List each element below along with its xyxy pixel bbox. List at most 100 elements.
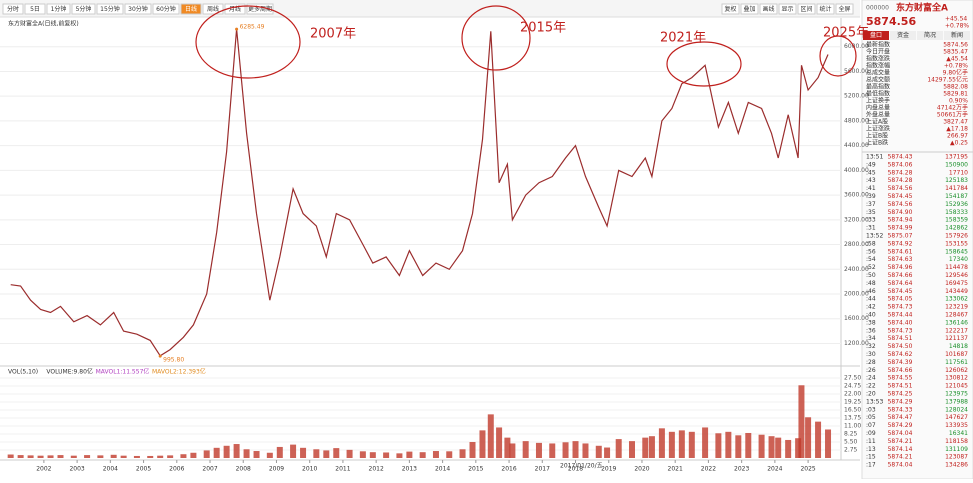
tick-volume: 150900 xyxy=(945,161,968,168)
y-tick-label: 1200.00 xyxy=(844,340,869,347)
x-tick-label: 2021 xyxy=(668,466,683,473)
volume-bar xyxy=(795,438,802,458)
tick-volume: 17340 xyxy=(949,256,968,263)
period-button[interactable] xyxy=(246,3,274,15)
y-tick-label: 2400.00 xyxy=(844,266,869,273)
period-button[interactable] xyxy=(180,3,202,15)
volume-legend: MAVOL2:12.393亿 xyxy=(152,368,206,376)
tick-volume: 123219 xyxy=(945,304,968,311)
tool-button[interactable] xyxy=(816,3,835,15)
volume-bar xyxy=(648,436,655,458)
volume-bar xyxy=(243,449,250,458)
tool-label: 画线 xyxy=(762,5,774,13)
tick-time: :49 xyxy=(866,161,876,168)
tick-volume: 137988 xyxy=(945,398,968,405)
volume-tick-label: 22.00 xyxy=(844,391,861,398)
stat-label: 上证A股 xyxy=(866,118,888,126)
tick-time: :32 xyxy=(866,343,876,350)
tick-time: :52 xyxy=(866,264,876,271)
tool-button[interactable] xyxy=(835,3,854,15)
stat-value: 0.90% xyxy=(949,98,968,105)
volume-bar xyxy=(432,451,439,458)
x-tick-label: 2015 xyxy=(468,466,483,473)
volume-bar xyxy=(180,454,187,458)
tick-time: :11 xyxy=(866,438,876,445)
panel-tab-label: 简况 xyxy=(924,31,936,39)
tick-volume: 126062 xyxy=(945,367,968,374)
volume-bar xyxy=(396,453,403,458)
tool-button[interactable] xyxy=(797,3,816,15)
side-panel xyxy=(861,0,973,480)
panel-tab[interactable] xyxy=(944,31,970,40)
stat-value: +0.78% xyxy=(944,63,968,70)
period-label: 周线 xyxy=(207,5,219,13)
stat-value: ▲45.54 xyxy=(946,56,968,63)
period-button[interactable] xyxy=(202,3,224,15)
panel-tab[interactable] xyxy=(917,31,943,40)
x-tick-label: 2020 xyxy=(634,466,649,473)
period-button[interactable] xyxy=(152,3,180,15)
tick-time: :38 xyxy=(866,319,876,326)
tick-price: 5874.66 xyxy=(888,367,913,374)
stock-name: 东方财富全A xyxy=(896,2,948,14)
volume-bar xyxy=(615,439,622,458)
tool-button[interactable] xyxy=(740,3,759,15)
tick-volume: 14818 xyxy=(949,343,968,350)
period-button[interactable] xyxy=(2,3,24,15)
stock-change: +45.54 xyxy=(945,16,967,23)
stat-label: 上证B跌 xyxy=(866,139,888,147)
volume-tick-label: 27.50 xyxy=(844,375,861,382)
tool-button[interactable] xyxy=(778,3,797,15)
volume-tick-label: 13.75 xyxy=(844,415,861,422)
period-button[interactable] xyxy=(71,3,96,15)
stat-label: 内盘总量 xyxy=(866,104,890,112)
tick-price: 5874.40 xyxy=(888,319,913,326)
tick-price: 5874.55 xyxy=(888,375,913,382)
volume-bar xyxy=(419,452,426,458)
tick-time: :28 xyxy=(866,359,876,366)
panel-tab[interactable] xyxy=(863,31,889,40)
tick-volume: 157926 xyxy=(945,233,968,240)
tick-price: 5875.07 xyxy=(888,233,913,240)
tick-volume: 133062 xyxy=(945,296,968,303)
x-tick-label: 2019 xyxy=(601,466,616,473)
x-tick-label: 2011 xyxy=(335,466,350,473)
volume-bar xyxy=(688,431,695,458)
tool-button[interactable] xyxy=(721,3,740,15)
volume-bar xyxy=(668,431,675,458)
volume-bar xyxy=(233,444,240,458)
period-button[interactable] xyxy=(46,3,71,15)
period-label: 15分钟 xyxy=(100,5,120,13)
volume-bar xyxy=(582,443,589,458)
highlight-ellipse xyxy=(461,5,531,71)
volume-bar xyxy=(768,436,775,458)
volume-bar xyxy=(735,435,742,458)
tick-volume: 141784 xyxy=(945,185,968,192)
volume-bar xyxy=(276,446,283,458)
tick-volume: 134286 xyxy=(945,462,968,469)
tick-time: :15 xyxy=(866,454,876,461)
volume-tick-label: 16.50 xyxy=(844,407,861,414)
volume-tick-label: 5.50 xyxy=(844,439,858,446)
tick-price: 5874.50 xyxy=(888,343,913,350)
period-button[interactable] xyxy=(124,3,152,15)
x-tick-label: 2016 xyxy=(501,466,516,473)
annotation: 2007年 xyxy=(310,27,356,42)
y-tick-label: 3600.00 xyxy=(844,192,869,199)
tick-price: 5874.04 xyxy=(888,462,913,469)
stat-value: 3827.47 xyxy=(943,119,968,126)
volume-bar xyxy=(223,445,230,458)
price-label: 995.80 xyxy=(163,357,184,364)
panel-tab[interactable] xyxy=(890,31,916,40)
period-button[interactable] xyxy=(24,3,46,15)
tool-button[interactable] xyxy=(759,3,778,15)
volume-bar xyxy=(604,447,611,458)
tick-price: 5874.45 xyxy=(888,288,913,295)
tick-price: 5874.61 xyxy=(888,248,913,255)
period-button[interactable] xyxy=(96,3,124,15)
volume-bar xyxy=(825,429,832,458)
x-tick-label: 2008 xyxy=(236,466,251,473)
stat-label: 上证B股 xyxy=(866,132,888,140)
volume-tick-label: 19.25 xyxy=(844,399,861,406)
